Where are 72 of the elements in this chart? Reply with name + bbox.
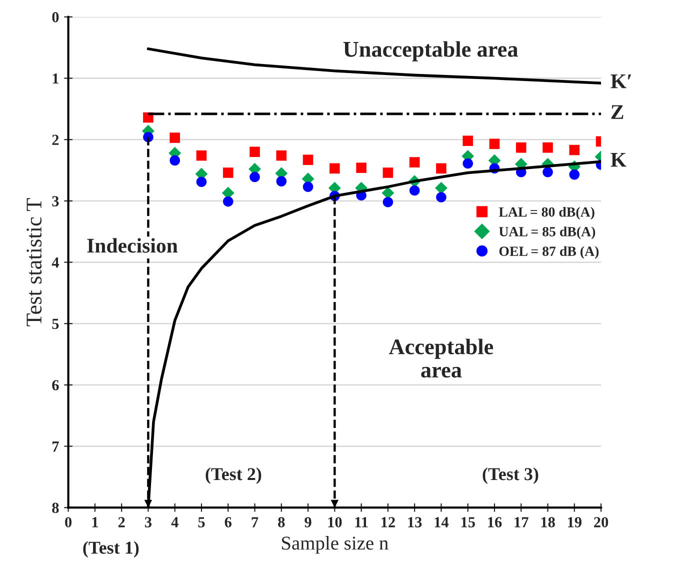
x-tick-label: 7 [252, 517, 258, 528]
point [436, 163, 446, 174]
point [250, 146, 260, 158]
point [569, 144, 580, 156]
point [196, 176, 207, 188]
legend-label: OEL = 87 dB (A) [499, 246, 599, 259]
x-tick-label: 6 [224, 517, 232, 528]
series-label: K [610, 153, 626, 167]
annotation: (Test 2) [206, 468, 262, 484]
point [330, 163, 340, 174]
point [542, 166, 553, 178]
point [382, 197, 394, 208]
x-tick-label: 3 [144, 517, 152, 528]
x-tick-label: 11 [355, 517, 368, 528]
point [382, 168, 394, 178]
point [250, 172, 260, 182]
x-tick-label: 19 [568, 517, 582, 528]
point [276, 176, 287, 186]
point [436, 192, 446, 202]
y-tick-label: 6 [52, 380, 59, 390]
annotation: (Test 3) [482, 468, 538, 484]
point [409, 185, 420, 196]
point [569, 169, 580, 180]
x-tick-label: 8 [278, 517, 285, 528]
point [222, 168, 234, 178]
y-tick-label: 5 [52, 318, 59, 330]
y-tick-label: 7 [52, 442, 59, 452]
x-tick-label: 10 [328, 517, 342, 528]
x-tick-label: 14 [434, 517, 449, 528]
point [462, 136, 474, 146]
point [302, 182, 314, 192]
point [302, 154, 314, 165]
y-axis-title: Test statistic T [26, 198, 42, 326]
point [516, 142, 526, 153]
x-tick-label: 5 [198, 517, 205, 528]
y-tick-label: 2 [52, 134, 59, 145]
x-tick-label: 13 [408, 517, 422, 528]
x-tick-label: 15 [461, 517, 475, 528]
ref-line-label: Z [611, 105, 624, 119]
y-tick-label: 8 [52, 502, 59, 514]
legend-label: UAL = 85 dB(A) [499, 226, 596, 240]
x-tick-label: 18 [541, 517, 555, 528]
y-tick-label: 0 [52, 12, 59, 22]
annotation: Acceptable area [388, 338, 494, 378]
x-tick-label: 4 [171, 517, 178, 528]
x-tick-label: 17 [514, 517, 528, 528]
point [489, 138, 500, 150]
point [170, 155, 180, 166]
x-axis-title: Sample size n [282, 536, 388, 554]
point [356, 162, 366, 173]
point [542, 142, 553, 153]
x-tick-label: 9 [304, 517, 312, 528]
legend-label: LAL = 80 dB(A) [498, 206, 594, 220]
point [196, 150, 207, 161]
y-tick-label: 4 [52, 258, 59, 268]
x-tick-label: 2 [118, 517, 125, 528]
point [222, 196, 234, 207]
point [409, 157, 420, 168]
annotation: Unacceptable area [343, 41, 518, 62]
x-tick-label: 0 [65, 517, 72, 528]
annotation: Indecision [87, 238, 178, 253]
series-label: K′ [610, 74, 632, 88]
text: (Test 1) [83, 541, 139, 558]
point [276, 150, 287, 161]
y-tick-label: 1 [52, 73, 58, 84]
x-tick-label: 12 [382, 517, 395, 528]
y-tick-label: 3 [52, 196, 59, 206]
point [170, 132, 180, 143]
x-tick-label: 20 [594, 517, 608, 528]
x-tick-label: 16 [488, 517, 502, 528]
point [462, 158, 474, 169]
x-tick-label: 1 [92, 517, 98, 528]
